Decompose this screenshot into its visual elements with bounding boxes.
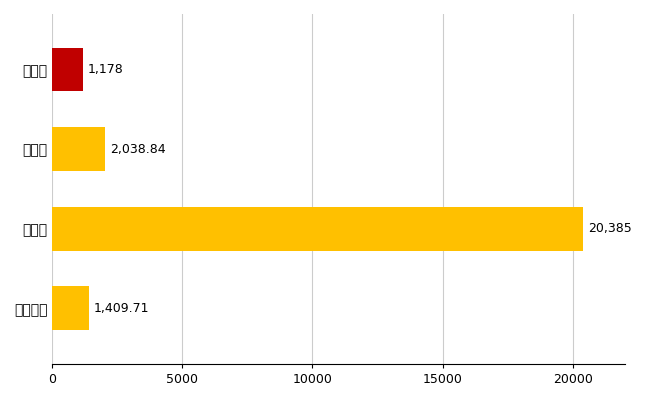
Bar [52, 207, 583, 251]
Text: 2,038.84: 2,038.84 [111, 143, 166, 156]
Bar [52, 286, 89, 330]
Text: 1,409.71: 1,409.71 [94, 302, 150, 315]
Bar [52, 48, 83, 92]
Text: 20,385: 20,385 [588, 222, 632, 235]
Text: 1,178: 1,178 [88, 63, 124, 76]
Bar [52, 127, 105, 171]
